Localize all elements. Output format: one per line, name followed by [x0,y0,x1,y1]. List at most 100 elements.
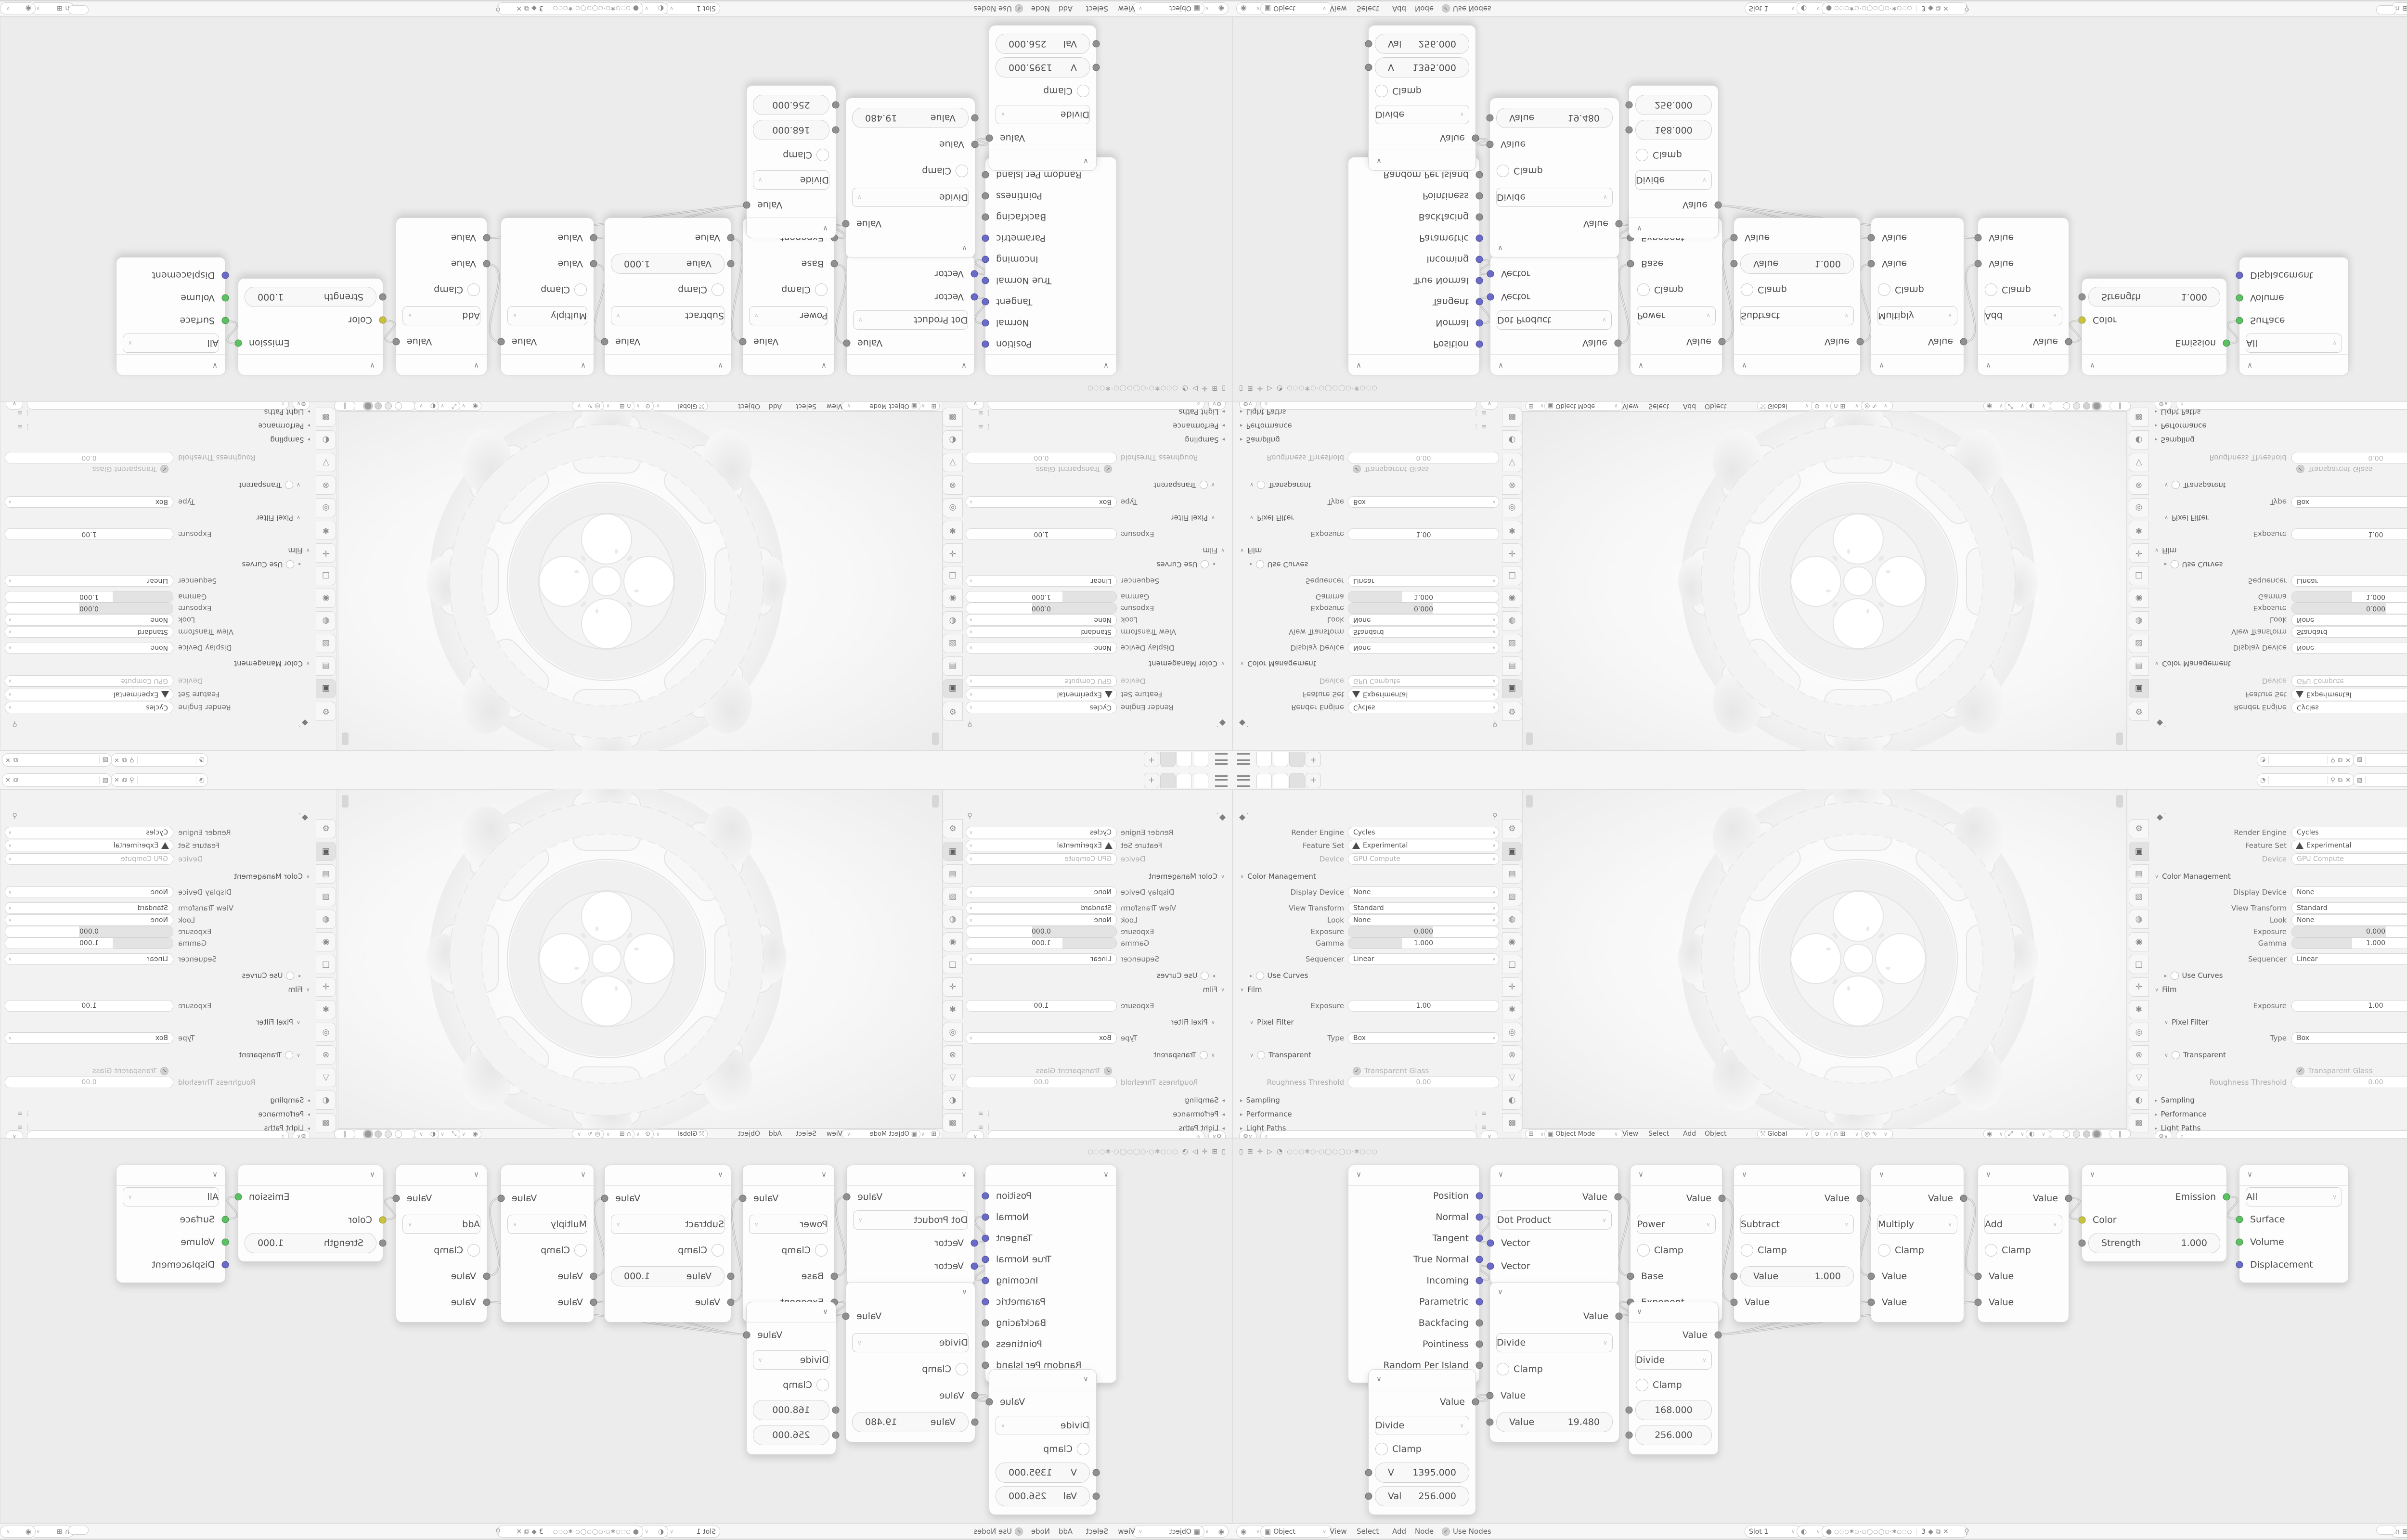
output-socket-true-normal[interactable] [982,277,989,284]
properties-tab-constraints[interactable]: ⊗ [1502,1045,1522,1065]
properties-tab-object-data[interactable]: ▽ [943,453,963,472]
prop-row-sampling[interactable]: ▸Sampling∷ [270,1096,310,1104]
properties-tab-world[interactable]: ◉ [943,932,963,951]
orientation-dropdown[interactable]: ⤲ Global ∨ [651,401,708,411]
properties-tab-tool[interactable]: ⚙ [943,702,963,721]
input-socket-value[interactable] [1730,1272,1738,1280]
value-field[interactable]: Value 1.000 [611,254,725,274]
prop-row-device-field[interactable]: GPU Compute∨ [5,675,173,687]
node-header[interactable]: ∨ [605,1165,731,1186]
operation-dropdown[interactable]: Divide ∨ [753,170,829,190]
input-socket-value[interactable] [971,115,979,122]
input-socket-value[interactable] [1486,1418,1494,1425]
proportional-circle-button[interactable] [2376,1526,2396,1535]
prop-row-look-field[interactable]: None∨ [5,914,173,926]
viewport-menu-view[interactable]: View [826,1130,842,1138]
value-field[interactable]: Value 19.480 [1496,108,1613,128]
material-users-count[interactable]: 3 [539,4,544,13]
output-socket-value[interactable] [2065,338,2072,346]
output-socket-value[interactable] [842,220,850,228]
operation-dropdown[interactable]: Subtract ∨ [611,1215,725,1234]
input-socket-vector[interactable] [1487,270,1494,278]
input-socket-vector[interactable] [1487,293,1494,301]
prop-row-feature-set-field[interactable]: Experimental∨ [5,689,173,700]
prop-row-transparent[interactable]: ∨ Transparent [1250,1051,1311,1059]
node-header[interactable]: ∨ [1631,1165,1722,1186]
shading-material-icon[interactable] [2083,1130,2090,1138]
copy-icon[interactable]: ⧉ [1935,4,1941,13]
output-socket-value[interactable] [985,1398,993,1405]
value-field[interactable]: Value 19.480 [852,108,969,128]
properties-tab-render[interactable]: ▣ [316,679,336,698]
input-socket-value[interactable] [1092,64,1100,71]
operation-dropdown[interactable]: Multiply ∨ [507,1215,587,1234]
prop-row-color-management[interactable]: ∨Color Management∷ [1240,659,1509,668]
prop-row-exposure-field[interactable]: 1.00 [2291,1000,2407,1012]
input-socket-value[interactable] [727,234,735,242]
prop-row-look-field[interactable]: None∨ [966,914,1117,926]
properties-tab-view-layer[interactable]: ▧ [1502,887,1522,906]
properties-tab-scene[interactable]: ◍ [943,611,963,630]
output-socket-value[interactable] [1856,338,1864,346]
input-socket-value[interactable] [1867,234,1875,242]
value-field[interactable]: Value 1.000 [1740,1266,1854,1286]
output-socket-backfacing[interactable] [1475,1319,1483,1327]
prop-row-sampling[interactable]: ▸Sampling∷ [270,436,310,444]
input-socket-value[interactable] [727,260,735,268]
proportional-circle-button[interactable] [68,5,89,14]
node-header[interactable]: ∨ [116,1165,225,1186]
properties-tab-texture[interactable]: ▩ [1502,1113,1522,1132]
shield-icon[interactable]: ◆ [1928,1527,1933,1536]
properties-tab-view-layer[interactable]: ▧ [2129,634,2149,653]
workspace-tab-3[interactable] [1289,752,1305,767]
scene-selector[interactable]: ◔ ⚲ ⧉ ✕ [2257,753,2354,767]
clamp-checkbox[interactable]: Clamp [1636,149,1682,161]
checkbox[interactable] [286,560,295,569]
prop-row-render-engine-field[interactable]: Cycles∨ [2291,702,2407,713]
prop-row-film[interactable]: ∨Film∷ [956,546,1225,555]
checkbox[interactable] [2170,560,2179,569]
operation-dropdown[interactable]: Subtract ∨ [1740,1215,1854,1234]
input-socket-value[interactable] [379,1239,387,1247]
clamp-checkbox[interactable]: Clamp [1985,1244,2031,1257]
node-divide-2[interactable]: ∨ Value Divide ∨ Clamp 168.000 256.000 [1625,85,1722,238]
properties-tab-view-layer[interactable]: ▧ [316,887,336,906]
prop-row-performance[interactable]: ▸Performance∷ [258,422,310,430]
properties-tab-particles[interactable]: ✱ [316,521,336,540]
shading-rendered-icon[interactable] [2093,402,2100,410]
operation-dropdown[interactable]: Add ∨ [1984,1215,2062,1234]
node-header[interactable]: ∨ [985,354,1116,375]
properties-tab-world[interactable]: ◉ [943,589,963,608]
clamp-checkbox[interactable]: Clamp [781,283,828,296]
node-multiply[interactable]: ∨ Value Multiply ∨ Clamp Value Value [497,1165,597,1322]
x-icon[interactable]: ✕ [5,756,11,764]
node-emission[interactable]: ∨ Emission Color Strength 1.000 [2078,278,2230,375]
snap-dropdown[interactable]: ∩ ⊞ ∨ [1830,1129,1864,1139]
viewport-menu-object[interactable]: Object [1705,402,1727,410]
input-socket-volume[interactable] [2236,295,2243,302]
prop-row-performance[interactable]: ▸Performance∷ [2155,422,2207,430]
output-socket-value[interactable] [497,338,505,346]
input-socket-value[interactable] [1625,101,1633,109]
node-divide-1[interactable]: ∨ Value Divide ∨ Clamp Value Value 19.480 [1486,98,1623,258]
prop-row-roughness-threshold-field[interactable]: 0.00 [1348,1077,1499,1088]
shader-type-dropdown[interactable]: ▣ Object ∨ [1260,1526,1333,1538]
prop-row-sampling[interactable]: ▸Sampling∷ [1240,436,1509,444]
shading-wireframe-icon[interactable] [395,402,402,410]
properties-tab-modifiers[interactable]: ✛ [2129,543,2149,563]
prop-row-display-device-field[interactable]: None∨ [2291,642,2407,654]
clamp-checkbox[interactable]: Clamp [1636,1379,1682,1391]
prop-row-exposure-field[interactable]: 0.000 [5,603,173,614]
properties-tab-view-layer[interactable]: ▧ [943,634,963,653]
value-field[interactable]: Val 256.000 [1375,34,1469,54]
input-socket-value[interactable] [832,101,840,109]
node-add[interactable]: ∨ Value Add ∨ Clamp Value Value [392,218,491,375]
operation-dropdown[interactable]: Power ∨ [749,1215,828,1234]
viewport-menu-add[interactable]: Add [1683,402,1696,410]
viewport-menu-select[interactable]: Select [795,402,816,410]
properties-tab-physics[interactable]: ◎ [316,1023,336,1042]
prop-row-sampling[interactable]: ▸Sampling∷ [956,436,1225,444]
properties-tab-constraints[interactable]: ⊗ [2129,1045,2149,1065]
shading-material-icon[interactable] [2083,402,2090,410]
sidebar-collapsed-tab[interactable] [342,732,349,745]
